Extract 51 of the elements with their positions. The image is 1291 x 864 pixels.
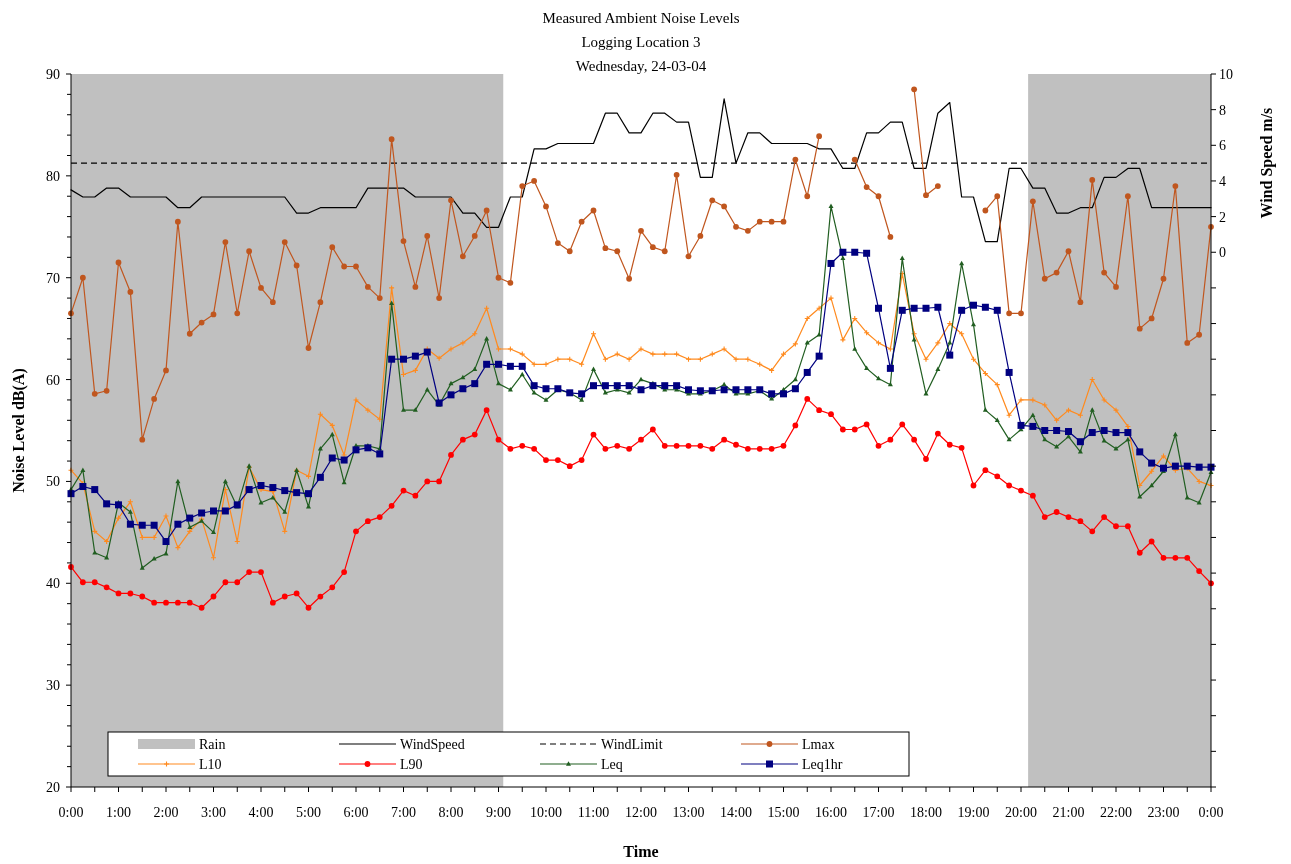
y-axis-title: Noise Level dB(A) — [10, 368, 28, 493]
x-tick-label: 23:00 — [1147, 805, 1180, 820]
legend-label: L10 — [199, 757, 222, 772]
y-tick-label: 60 — [46, 372, 60, 388]
x-tick-label: 13:00 — [672, 805, 705, 820]
chart-title: Measured Ambient Noise Levels Logging Location 3 Wednesday, 24-03-04 — [542, 10, 740, 74]
legend-label: Lmax — [802, 737, 835, 752]
legend-label: WindLimit — [601, 737, 663, 752]
x-axis-title: Time — [623, 843, 659, 860]
y2-tick-label: 4 — [1219, 173, 1226, 189]
x-tick-label: 11:00 — [577, 805, 610, 820]
x-tick-label: 8:00 — [438, 805, 464, 820]
x-tick-label: 12:00 — [625, 805, 657, 820]
legend-label: Leq1hr — [802, 757, 843, 772]
x-tick-label: 20:00 — [1005, 805, 1037, 820]
x-tick-label: 21:00 — [1052, 805, 1085, 820]
x-tick-label: 3:00 — [201, 805, 226, 820]
x-tick-label: 7:00 — [391, 805, 416, 820]
legend-label: Leq — [601, 757, 623, 772]
y2-tick-label: 8 — [1219, 102, 1226, 118]
x-tick-label: 14:00 — [720, 805, 752, 820]
x-tick-label: 0:00 — [1198, 805, 1224, 820]
x-tick-label: 15:00 — [767, 805, 800, 820]
y2-tick-label: 10 — [1219, 67, 1233, 82]
x-tick-label: 1:00 — [106, 805, 131, 820]
y-tick-label: 80 — [46, 168, 60, 184]
y-tick-label: 20 — [46, 780, 60, 795]
y-tick-label: 90 — [46, 67, 60, 82]
legend-label: L90 — [400, 757, 423, 772]
x-tick-label: 10:00 — [530, 805, 562, 820]
y2-axis-title: Wind Speed m/s — [1258, 107, 1276, 219]
x-tick-label: 4:00 — [248, 805, 274, 820]
x-tick-label: 17:00 — [862, 805, 895, 820]
x-tick-label: 9:00 — [486, 805, 511, 820]
y-tick-label: 40 — [46, 576, 60, 592]
x-tick-label: 19:00 — [957, 805, 990, 820]
x-tick-label: 0:00 — [58, 805, 84, 820]
y2-tick-label: 0 — [1219, 245, 1226, 261]
x-tick-label: 18:00 — [910, 805, 942, 820]
y-tick-label: 50 — [46, 474, 60, 490]
y2-tick-label: 6 — [1219, 138, 1226, 154]
y-tick-label: 70 — [46, 270, 60, 286]
y-tick-label: 30 — [46, 678, 60, 694]
x-tick-label: 6:00 — [343, 805, 369, 820]
x-tick-label: 2:00 — [153, 805, 179, 820]
y2-tick-label: 2 — [1219, 209, 1226, 225]
legend-label: WindSpeed — [400, 737, 465, 752]
x-tick-label: 5:00 — [296, 805, 321, 820]
x-tick-label: 22:00 — [1100, 805, 1132, 820]
band-label: Rain — [199, 737, 226, 752]
x-tick-label: 16:00 — [815, 805, 847, 820]
